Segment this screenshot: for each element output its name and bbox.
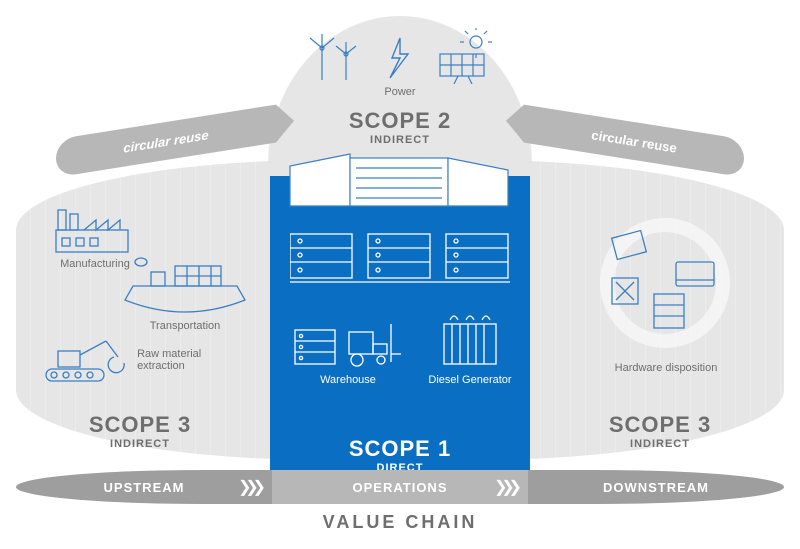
operations-label: OPERATIONS xyxy=(353,480,448,495)
power-caption: Power xyxy=(300,86,500,98)
scope3r-title: SCOPE 3 xyxy=(580,412,740,438)
downstream-label: DOWNSTREAM xyxy=(603,480,709,495)
ribbon-operations: OPERATIONS ❯❯❯ xyxy=(272,470,528,504)
warehouse-item: Warehouse xyxy=(288,310,408,386)
upstream-label: UPSTREAM xyxy=(104,480,185,495)
reuse-left-label: circular reuse xyxy=(123,127,208,156)
transport-caption: Transportation xyxy=(110,320,260,332)
diesel-generator-icon xyxy=(434,310,506,372)
scope3r-subtitle: INDIRECT xyxy=(580,438,740,450)
scope3l-subtitle: INDIRECT xyxy=(60,438,220,450)
chevron-icon: ❯❯❯ xyxy=(232,475,266,500)
rawmat-item: Raw material extraction xyxy=(40,333,210,385)
transport-item: Transportation xyxy=(110,252,260,332)
excavator-icon xyxy=(40,333,130,385)
ribbon-upstream: UPSTREAM ❯❯❯ xyxy=(16,470,272,504)
power-icons xyxy=(300,28,500,84)
ship-icon xyxy=(115,252,255,318)
warehouse-caption: Warehouse xyxy=(288,374,408,386)
factory-icon xyxy=(50,200,140,256)
server-racks-icon xyxy=(290,230,510,286)
warehouse-icon xyxy=(293,310,403,372)
chevron-icon: ❯❯❯ xyxy=(488,475,522,500)
value-chain-title: VALUE CHAIN xyxy=(0,512,800,533)
scope1-heading: SCOPE 1 DIRECT xyxy=(270,436,530,474)
diesel-item: Diesel Generator xyxy=(420,310,520,386)
scope3-left-heading: SCOPE 3 INDIRECT xyxy=(60,412,220,450)
hwdisp-caption: Hardware disposition xyxy=(576,362,756,374)
scope3l-title: SCOPE 3 xyxy=(60,412,220,438)
building-icon xyxy=(280,140,520,218)
diesel-caption: Diesel Generator xyxy=(420,374,520,386)
ribbon-downstream: DOWNSTREAM xyxy=(528,470,784,504)
rawmat-caption: Raw material extraction xyxy=(137,348,201,372)
scope3-right-heading: SCOPE 3 INDIRECT xyxy=(580,412,740,450)
power-item: Power xyxy=(300,28,500,98)
scope2-title: SCOPE 2 xyxy=(270,108,530,134)
hardware-icons xyxy=(594,224,734,344)
value-chain-ribbon: UPSTREAM ❯❯❯ OPERATIONS ❯❯❯ DOWNSTREAM xyxy=(16,470,784,504)
reuse-right-label: circular reuse xyxy=(591,127,676,156)
hwdisp-item: Hardware disposition xyxy=(576,360,756,374)
scope1-title: SCOPE 1 xyxy=(270,436,530,462)
